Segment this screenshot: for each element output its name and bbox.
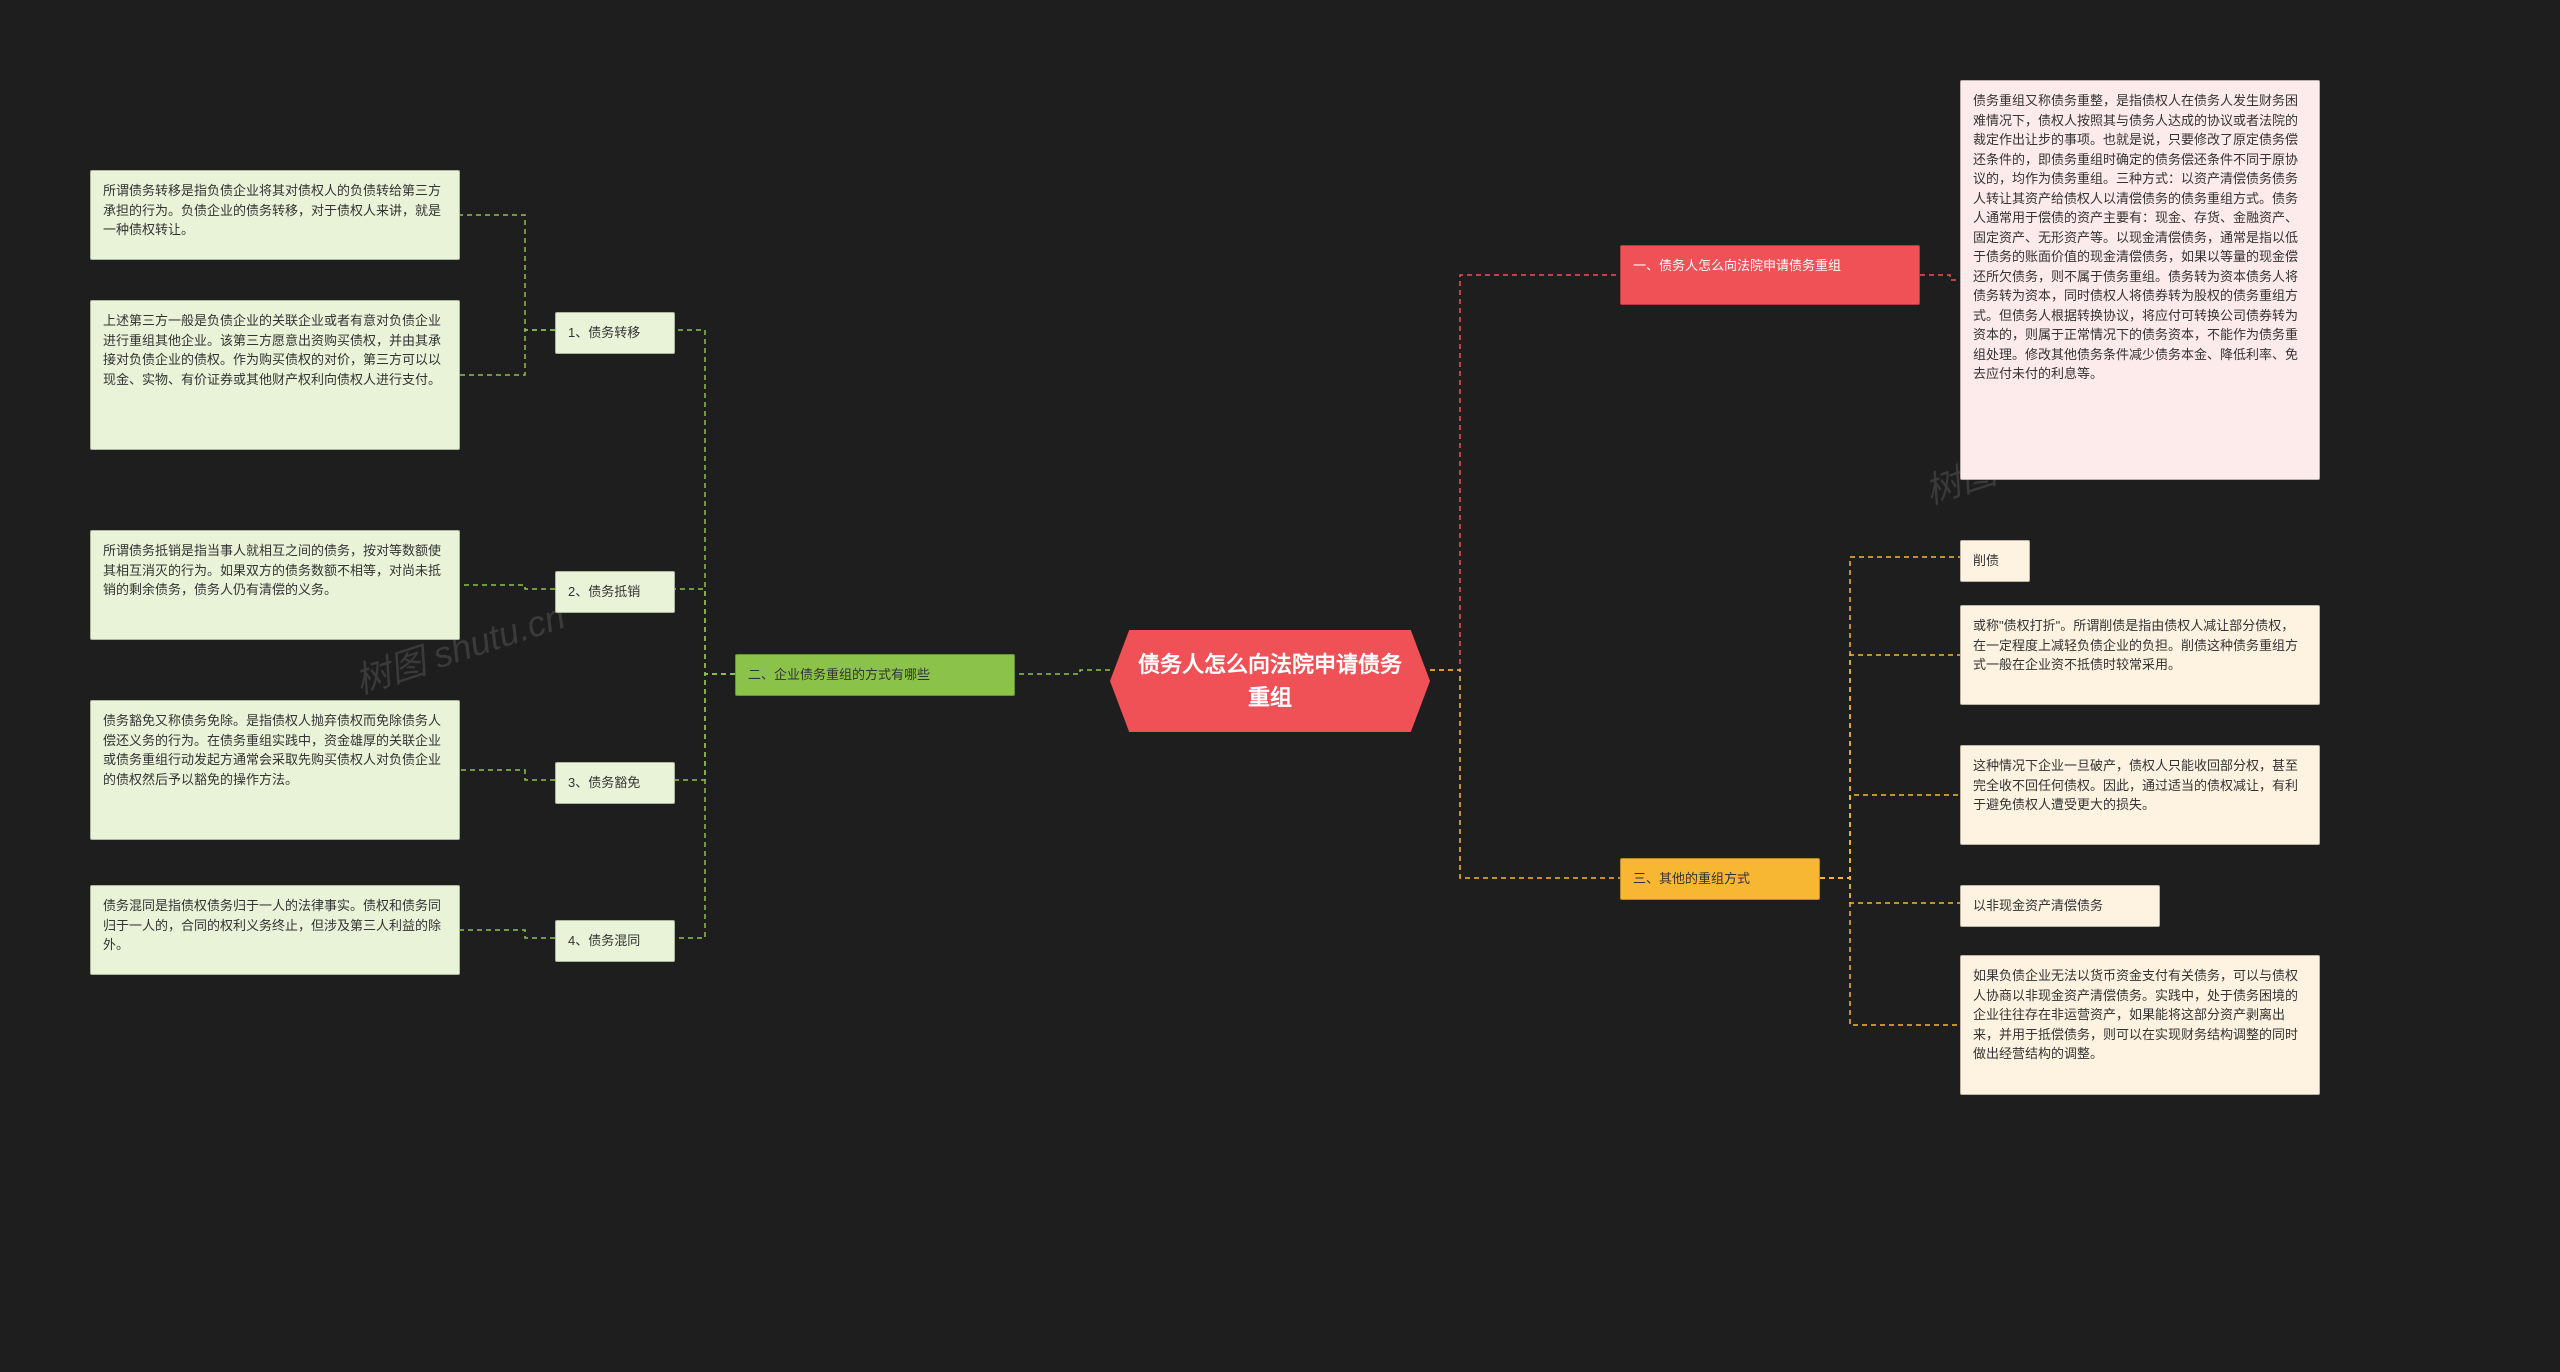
mindmap-node-b3c: 这种情况下企业一旦破产，债权人只能收回部分权，甚至完全收不回任何债权。因此，通过… [1960,745,2320,845]
connector [1430,275,1620,670]
mindmap-node-b2n4a: 债务混同是指债权债务归于一人的法律事实。债权和债务同归于一人的，合同的权利义务终… [90,885,460,975]
connector [1820,795,1960,878]
mindmap-node-b1d: 债务重组又称债务重整，是指债权人在债务人发生财务困难情况下，债权人按照其与债务人… [1960,80,2320,480]
mindmap-node-b2n4: 4、债务混同 [555,920,675,962]
connector [675,674,735,938]
connector [1920,275,1960,280]
connector [1430,670,1620,878]
mindmap-node-b2n1: 1、债务转移 [555,312,675,354]
connector [675,674,735,780]
mindmap-node-b2n3a: 债务豁免又称债务免除。是指债权人抛弃债权而免除债务人偿还义务的行为。在债务重组实… [90,700,460,840]
mindmap-node-b3d: 以非现金资产清偿债务 [1960,885,2160,927]
mindmap-node-b3a: 削债 [1960,540,2030,582]
connector [1820,655,1960,878]
mindmap-node-b2n2a: 所谓债务抵销是指当事人就相互之间的债务，按对等数额使其相互消灭的行为。如果双方的… [90,530,460,640]
mindmap-node-b3e: 如果负债企业无法以货币资金支付有关债务，可以与债权人协商以非现金资产清偿债务。实… [1960,955,2320,1095]
connector [460,585,555,589]
mindmap-root: 债务人怎么向法院申请债务重组 [1110,630,1430,732]
connector [460,770,555,780]
connector [460,215,555,330]
mindmap-node-b2: 二、企业债务重组的方式有哪些 [735,654,1015,696]
mindmap-node-b2n1b: 上述第三方一般是负债企业的关联企业或者有意对负债企业进行重组其他企业。该第三方愿… [90,300,460,450]
mindmap-node-b2n3: 3、债务豁免 [555,762,675,804]
connector [675,589,735,674]
connector [1820,557,1960,878]
mindmap-node-b3: 三、其他的重组方式 [1620,858,1820,900]
connector [1820,878,1960,903]
connector [460,330,555,375]
mindmap-node-b1: 一、债务人怎么向法院申请债务重组 [1620,245,1920,305]
connector [1015,670,1110,674]
mindmap-node-b3b: 或称"债权打折"。所谓削债是指由债权人减让部分债权，在一定程度上减轻负债企业的负… [1960,605,2320,705]
mindmap-node-b2n1a: 所谓债务转移是指负债企业将其对债权人的负债转给第三方承担的行为。负债企业的债务转… [90,170,460,260]
connector [1820,878,1960,1025]
connector [460,930,555,938]
mindmap-node-b2n2: 2、债务抵销 [555,571,675,613]
connector [675,330,735,674]
